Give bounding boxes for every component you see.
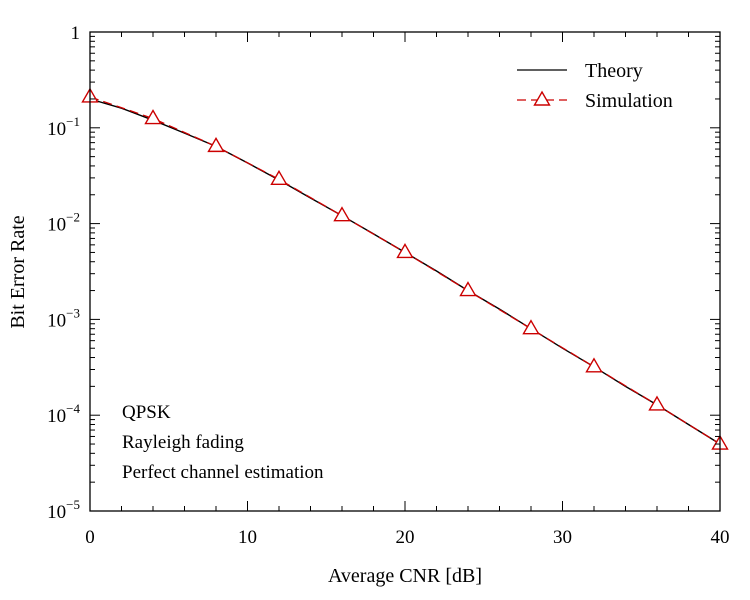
simulation-marker bbox=[270, 169, 288, 186]
simulation-marker bbox=[459, 281, 477, 297]
y-tick-label: 10−3 bbox=[47, 305, 80, 331]
simulation-marker bbox=[648, 395, 666, 411]
legend-theory-label: Theory bbox=[585, 60, 643, 82]
simulation-marker bbox=[396, 243, 414, 259]
y-tick-label: 1 bbox=[71, 23, 81, 44]
x-tick-label: 40 bbox=[711, 527, 730, 548]
x-tick-label: 20 bbox=[396, 527, 415, 548]
simulation-marker bbox=[144, 109, 162, 125]
simulation-marker bbox=[522, 319, 540, 335]
annotation-fading: Rayleigh fading bbox=[122, 432, 244, 453]
simulation-line bbox=[89, 96, 721, 445]
legend-simulation-label: Simulation bbox=[585, 90, 673, 112]
simulation-marker bbox=[333, 206, 351, 222]
annotations: QPSK Rayleigh fading Perfect channel est… bbox=[122, 402, 324, 483]
annotation-modulation: QPSK bbox=[122, 402, 171, 423]
simulation-marker bbox=[585, 357, 603, 373]
y-tick-label: 10−4 bbox=[47, 401, 80, 427]
simulation-marker bbox=[207, 136, 225, 153]
theory-line bbox=[89, 98, 721, 445]
x-tick-label: 0 bbox=[85, 527, 95, 548]
axes: 0 10 20 30 40 1 10−1 10−2 10−3 10−4 10−5 bbox=[47, 23, 729, 548]
legend: Theory Simulation bbox=[517, 60, 673, 112]
x-axis-label: Average CNR [dB] bbox=[328, 565, 482, 587]
y-tick-label: 10−2 bbox=[47, 210, 80, 236]
x-tick-label: 30 bbox=[553, 527, 572, 548]
plot-area bbox=[81, 87, 729, 450]
y-axis-label: Bit Error Rate bbox=[7, 215, 29, 328]
x-tick-label: 10 bbox=[238, 527, 257, 548]
y-tick-label: 10−1 bbox=[47, 114, 80, 140]
y-tick-label: 10−5 bbox=[47, 497, 80, 523]
annotation-estimation: Perfect channel estimation bbox=[122, 462, 324, 483]
legend-simulation-marker bbox=[533, 90, 551, 106]
